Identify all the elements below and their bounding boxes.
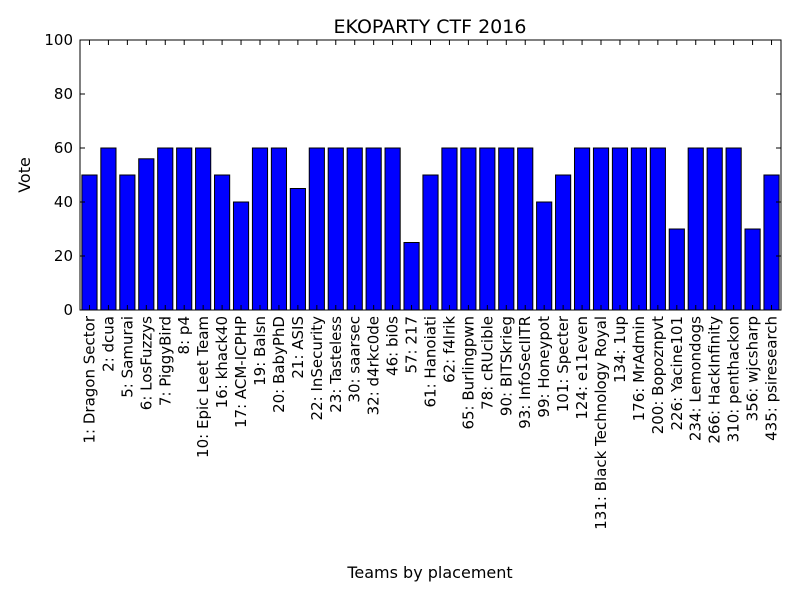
x-tick-label: 32: d4rkc0de: [365, 316, 383, 415]
bar: [327, 147, 344, 311]
bar: [460, 147, 477, 311]
bar: [422, 174, 439, 311]
x-tick-label: 101: Specter: [554, 315, 572, 412]
x-tick-label: 134: 1up: [611, 316, 629, 383]
y-axis-label: Vote: [15, 157, 34, 193]
x-tick-label: 62: f4lrik: [440, 316, 458, 383]
bar: [195, 147, 212, 311]
x-tick-label: 16: khack40: [213, 316, 231, 408]
x-tick-label: 46: bi0s: [384, 316, 402, 376]
x-axis-label: Teams by placement: [346, 563, 512, 582]
x-tick-label: 6: LosFuzzys: [137, 316, 155, 410]
bar: [214, 174, 231, 311]
bar: [270, 147, 288, 311]
bar: [308, 147, 325, 311]
x-tick-label: 435: psiresearch: [763, 316, 781, 441]
bars-group: [81, 147, 780, 311]
bar: [100, 147, 117, 311]
bar: [384, 147, 401, 311]
x-tick-label: 78: cRUcible: [478, 316, 496, 410]
x-tick-label: 356: wjcsharp: [744, 316, 762, 421]
bar: [441, 147, 458, 311]
bar: [346, 147, 363, 311]
y-tick-label: 60: [54, 139, 73, 157]
x-tick-label: 10: Epic Leet Team: [194, 316, 212, 458]
y-tick-label: 80: [54, 85, 73, 103]
bar: [517, 147, 534, 311]
bar: [649, 147, 666, 311]
x-tick-label: 30: saarsec: [346, 316, 364, 403]
x-tick-label: 176: MrAdmin: [630, 316, 648, 421]
x-tick-label: 8: p4: [175, 316, 193, 354]
x-tick-label: 21: ASIS: [289, 316, 307, 379]
bar: [138, 158, 155, 311]
y-axis-ticks: 0 20 40 60 80 100: [44, 31, 781, 319]
x-tick-label: 22: InSecurity: [308, 316, 326, 421]
bar: [365, 147, 382, 311]
bar: [479, 147, 496, 311]
y-tick-label: 100: [44, 31, 73, 49]
x-tick-label: 90: BITSkrieg: [497, 316, 515, 416]
x-tick-label: 226: Yacine101: [668, 316, 686, 431]
y-tick-label: 40: [54, 193, 73, 211]
bar: [289, 188, 306, 311]
x-tick-label: 5: Samurai: [118, 316, 136, 398]
x-tick-label: 99: Honeypot: [535, 316, 553, 418]
bar: [555, 174, 572, 311]
bar: [176, 147, 193, 311]
x-tick-label: 57: 217: [403, 316, 421, 374]
y-tick-label: 0: [63, 301, 73, 319]
x-tick-label: 17: ACM-ICPHP: [232, 316, 250, 428]
bar: [232, 201, 250, 311]
x-tick-label: 23: Tasteless: [327, 316, 345, 413]
x-tick-label: 19: Balsn: [251, 316, 269, 386]
bar: [744, 228, 761, 311]
bar: [725, 147, 742, 311]
plot-frame: [79, 39, 782, 311]
bar: [687, 147, 704, 311]
x-axis-ticks: 1: Dragon Sector 2: dcua 5: Samurai 6: LosF…: [80, 40, 781, 530]
bar: [573, 147, 591, 311]
bar: [119, 174, 136, 311]
x-tick-label: 310: penthackon: [725, 316, 743, 442]
x-tick-label: 131: Black Technology Royal: [592, 316, 610, 530]
chart-title: EKOPARTY CTF 2016: [334, 16, 527, 38]
bar: [498, 147, 515, 311]
x-tick-label: 1: Dragon Sector: [80, 315, 98, 443]
y-tick-label: 20: [54, 247, 73, 265]
bar: [536, 201, 553, 311]
bar: [611, 147, 629, 311]
bar: [763, 174, 780, 311]
bar: [81, 174, 98, 311]
x-tick-label: 124: e11even: [573, 316, 591, 420]
bar: [630, 147, 647, 311]
x-tick-label: 65: Burlingpwn: [459, 316, 477, 430]
x-tick-label: 234: Lemondogs: [687, 316, 705, 441]
x-tick-label: 200: Bopoznpvt: [649, 316, 667, 434]
bar: [592, 147, 610, 311]
bar: [251, 147, 269, 311]
x-tick-label: 93: InfoSecIITR: [516, 316, 534, 429]
x-tick-label: 266: HackInfinity: [706, 316, 724, 444]
bar: [157, 147, 174, 311]
bar: [668, 228, 685, 311]
bar: [706, 147, 723, 311]
x-tick-label: 61: Hanoiati: [422, 316, 440, 407]
x-tick-label: 7: PiggyBird: [156, 316, 174, 406]
bar: [403, 242, 420, 311]
x-tick-label: 20: BabyPhD: [270, 316, 288, 413]
x-tick-label: 2: dcua: [99, 316, 117, 372]
